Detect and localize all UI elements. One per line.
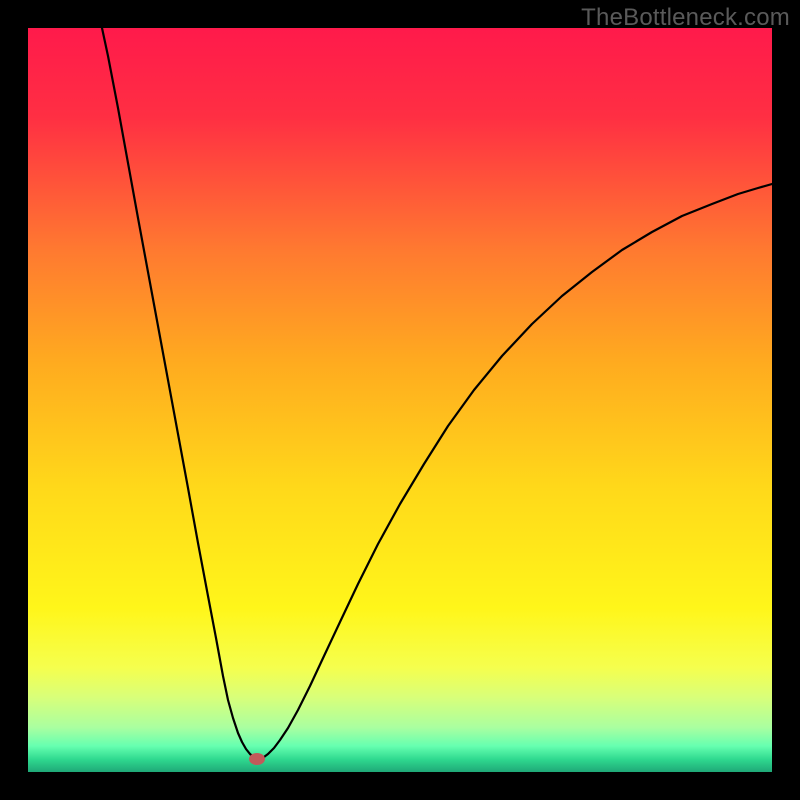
gradient-background: [28, 28, 772, 772]
watermark-text: TheBottleneck.com: [581, 4, 790, 32]
chart-frame: TheBottleneck.com: [0, 0, 800, 800]
minimum-marker: [249, 753, 265, 765]
plot-svg: [28, 28, 772, 772]
